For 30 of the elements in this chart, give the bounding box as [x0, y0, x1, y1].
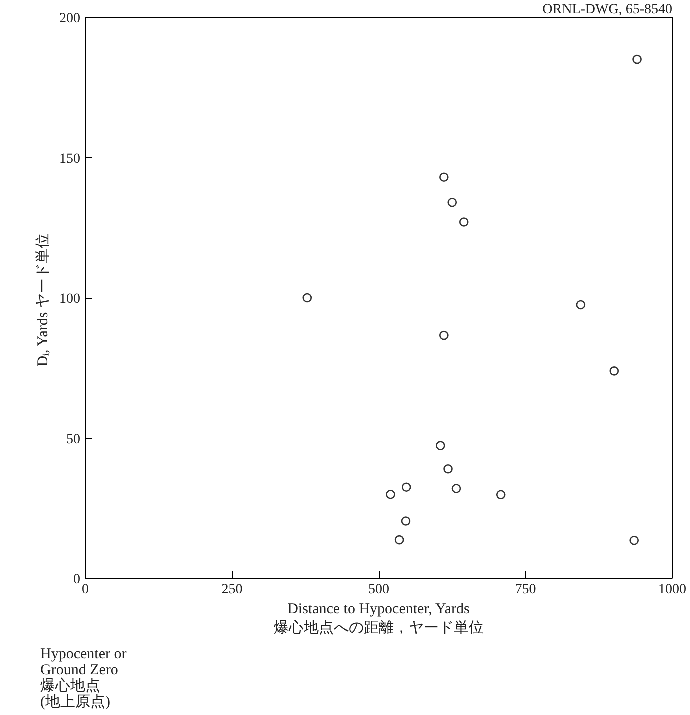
y-tick-label: 50: [66, 432, 80, 448]
point: [401, 516, 411, 526]
point: [302, 293, 312, 303]
point: [440, 330, 449, 340]
x-tick-label: 1000: [658, 582, 686, 598]
y-tick-label: 0: [74, 572, 80, 588]
annotation: ORNL-DWG, 65-8540: [542, 2, 673, 18]
y-axis-title: Dᵢ, Yards ヤード単位: [34, 233, 52, 367]
x-tick-label: 250: [222, 582, 243, 598]
x-tick-label: 750: [515, 582, 536, 598]
point: [610, 366, 620, 376]
point: [496, 490, 506, 500]
point: [448, 198, 458, 208]
point: [386, 490, 396, 500]
point: [632, 54, 642, 64]
point: [402, 482, 412, 492]
point: [630, 536, 639, 546]
point: [452, 484, 462, 494]
point: [440, 172, 449, 182]
x-tick-label: 500: [368, 582, 390, 598]
point: [444, 464, 453, 474]
point: [576, 300, 586, 310]
y-tick-label: 200: [60, 12, 80, 26]
point: [436, 441, 446, 450]
point: [459, 218, 469, 227]
text: Hypocenter or Ground Zero 爆心地点 (地上原点): [40, 646, 127, 710]
y-tick-label: 150: [60, 152, 80, 167]
x-axis-title: Distance to Hypocenter, Yards 爆心地点への距離，ヤード単位: [274, 602, 484, 637]
y-tick-label: 100: [60, 292, 80, 307]
point: [394, 535, 404, 545]
